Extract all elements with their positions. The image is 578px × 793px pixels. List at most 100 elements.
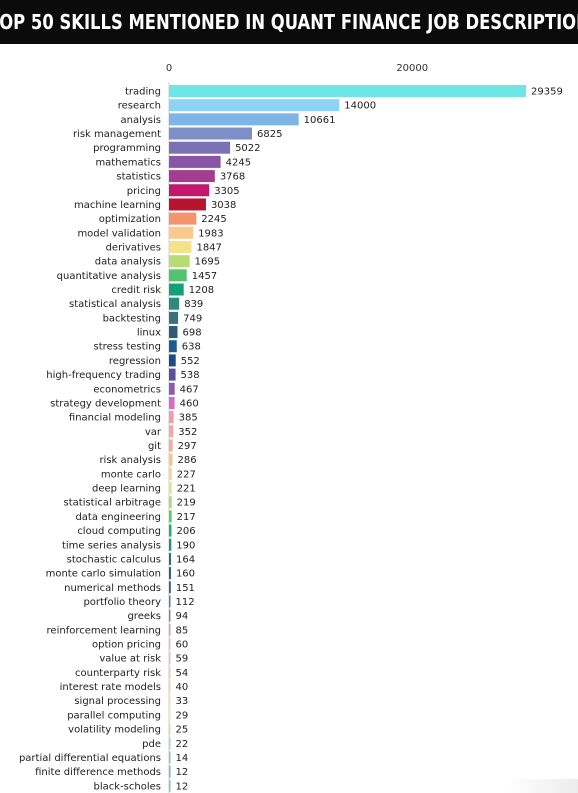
bar <box>169 198 206 211</box>
bar <box>169 283 184 296</box>
bar <box>169 396 175 409</box>
value-label: 29 <box>176 710 189 721</box>
value-label: 460 <box>180 398 199 409</box>
category-label: risk management <box>73 129 161 140</box>
value-label: 5022 <box>235 143 260 154</box>
value-label: 385 <box>179 413 198 424</box>
category-label: backtesting <box>103 313 161 324</box>
category-label: parallel computing <box>67 710 161 721</box>
category-label: signal processing <box>74 696 161 707</box>
bar <box>169 255 190 268</box>
category-label: quantitative analysis <box>57 271 161 282</box>
bar <box>169 708 171 721</box>
category-label: cloud computing <box>77 526 161 537</box>
value-label: 3038 <box>211 200 236 211</box>
bar <box>169 99 340 112</box>
value-label: 112 <box>176 597 195 608</box>
value-label: 217 <box>177 512 196 523</box>
bar <box>169 184 210 197</box>
bar <box>169 85 527 97</box>
value-label: 59 <box>176 654 189 665</box>
bar <box>169 680 171 693</box>
bar <box>169 552 171 565</box>
bar <box>169 510 172 523</box>
value-label: 219 <box>177 498 196 509</box>
category-label: optimization <box>99 214 161 225</box>
category-label: volatility modeling <box>68 725 161 736</box>
category-label: statistical analysis <box>69 299 161 310</box>
bar <box>169 439 173 452</box>
bar <box>169 666 171 679</box>
bar <box>169 737 171 750</box>
bar <box>169 723 171 736</box>
bar <box>169 382 175 395</box>
category-label: time series analysis <box>62 540 161 551</box>
category-label: git <box>148 441 161 452</box>
category-label: econometrics <box>93 384 161 395</box>
bar <box>169 368 176 381</box>
category-label: stress testing <box>94 342 161 353</box>
bar <box>169 652 171 665</box>
bar <box>169 170 215 183</box>
bar-chart: 0 20000 trading 29359 research 14000 analysis 1… <box>19 63 563 793</box>
category-label: linux <box>137 328 161 339</box>
category-label: trading <box>125 87 161 98</box>
bar <box>169 538 172 551</box>
value-label: 94 <box>176 611 189 622</box>
bar <box>169 623 171 636</box>
category-label: reinforcement learning <box>47 625 161 636</box>
value-label: 749 <box>183 313 202 324</box>
category-label: monte carlo simulation <box>46 569 161 580</box>
bar <box>169 595 171 608</box>
value-label: 85 <box>176 625 189 636</box>
value-label: 297 <box>178 441 197 452</box>
category-label: model validation <box>77 228 161 239</box>
bar <box>169 467 172 480</box>
category-label: risk analysis <box>99 455 161 466</box>
value-label: 352 <box>178 427 197 438</box>
value-label: 54 <box>176 668 189 679</box>
category-label: analysis <box>121 115 162 126</box>
category-label: statistics <box>116 172 161 183</box>
value-label: 1983 <box>198 228 223 239</box>
bar <box>169 127 253 140</box>
value-label: 151 <box>176 583 195 594</box>
bar <box>169 581 171 594</box>
bar <box>169 141 231 154</box>
category-label: interest rate models <box>60 682 161 693</box>
value-label: 10661 <box>304 115 336 126</box>
category-label: option pricing <box>92 640 161 651</box>
value-label: 221 <box>177 484 196 495</box>
value-label: 638 <box>182 342 201 353</box>
category-label: high-frequency trading <box>46 370 161 381</box>
category-label: financial modeling <box>69 413 161 424</box>
x-tick-label: 20000 <box>396 63 428 74</box>
bar <box>169 453 173 466</box>
bar <box>169 425 174 438</box>
value-label: 2245 <box>201 214 226 225</box>
value-label: 25 <box>176 725 189 736</box>
bar <box>169 354 176 367</box>
value-label: 286 <box>177 455 196 466</box>
category-label: mathematics <box>95 157 161 168</box>
bar <box>169 269 187 282</box>
bar <box>169 113 299 126</box>
value-label: 552 <box>181 356 200 367</box>
scroll-corner-shadow <box>506 779 578 793</box>
bar <box>169 694 171 707</box>
category-label: derivatives <box>106 242 161 253</box>
bar <box>169 297 180 310</box>
category-label: data engineering <box>75 512 161 523</box>
bar <box>169 638 171 651</box>
category-label: partial differential equations <box>19 753 161 764</box>
category-label: programming <box>93 143 161 154</box>
value-label: 1457 <box>192 271 217 282</box>
bar <box>169 311 179 324</box>
category-label: portfolio theory <box>83 597 161 608</box>
value-label: 538 <box>181 370 200 381</box>
category-label: black-scholes <box>94 781 161 792</box>
value-label: 60 <box>176 640 189 651</box>
bar <box>169 765 171 778</box>
category-label: regression <box>109 356 161 367</box>
value-label: 3305 <box>214 186 239 197</box>
